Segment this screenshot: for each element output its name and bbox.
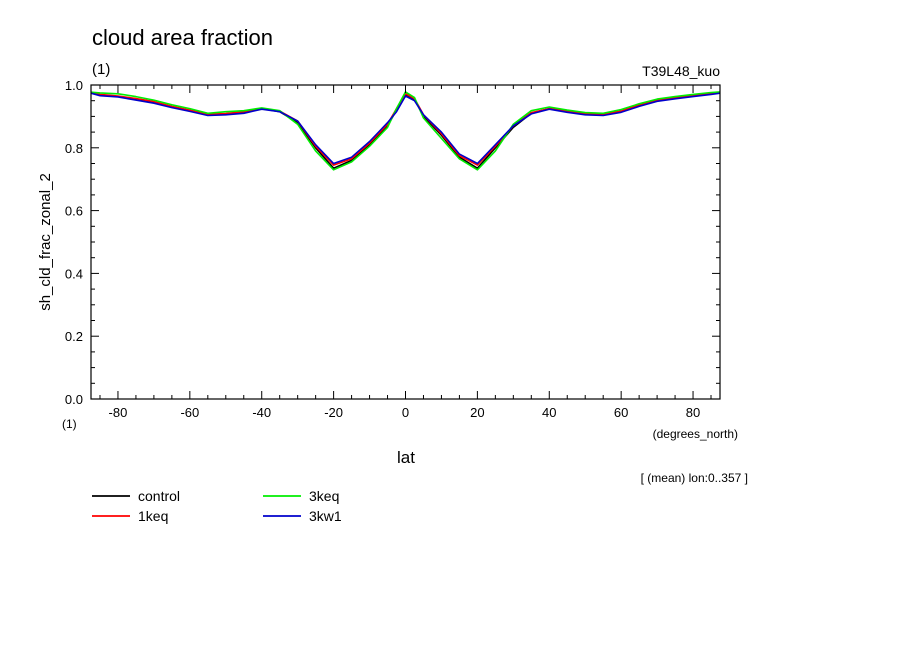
y-axis-label: sh_cld_frac_zonal_2 [37,173,54,311]
chart-title: cloud area fraction [92,25,273,50]
plot-frame [90,84,721,400]
x-tick-label: -80 [109,405,128,420]
x-tick-label: -60 [180,405,199,420]
plot-area: -80 -60 -40 -20 0 20 40 60 80 0.0 0.2 0.4 0.6 0.8 1.0 [65,78,721,420]
x-tick-label: 20 [470,405,484,420]
y-tick-label: 0.8 [65,141,83,156]
x-axis-label: lat [397,448,415,467]
x-tick-label: -20 [324,405,343,420]
legend-label-1keq: 1keq [138,508,168,524]
x-tick-label: 40 [542,405,556,420]
units-label: (1) [92,61,110,78]
x-units-corner: (1) [62,417,77,431]
series-line-1keq [90,91,721,166]
x-tick-label: 60 [614,405,628,420]
run-label: T39L48_kuo [642,63,720,79]
y-tick-label: 0.6 [65,204,83,219]
legend-label-control: control [138,488,180,504]
legend-label-3keq: 3keq [309,488,339,504]
series-line-3kw1 [90,92,721,165]
legend: control 1keq 3keq 3kw1 [92,488,342,524]
ticks-layer: -80 -60 -40 -20 0 20 40 60 80 0.0 0.2 0.4 0.6 0.8 1.0 [65,78,720,420]
x-tick-label: 80 [686,405,700,420]
series-layer [90,91,721,171]
y-tick-label: 0.0 [65,392,83,407]
x-tick-label: 0 [402,405,409,420]
x-units-label: (degrees_north) [653,427,738,441]
y-tick-label: 0.4 [65,266,83,281]
y-tick-label: 1.0 [65,78,83,93]
y-tick-label: 0.2 [65,329,83,344]
footnote: [ (mean) lon:0..357 ] [641,471,748,485]
series-line-control [90,92,721,169]
x-tick-label: -40 [252,405,271,420]
legend-label-3kw1: 3kw1 [309,508,342,524]
series-line-3keq [90,91,721,171]
